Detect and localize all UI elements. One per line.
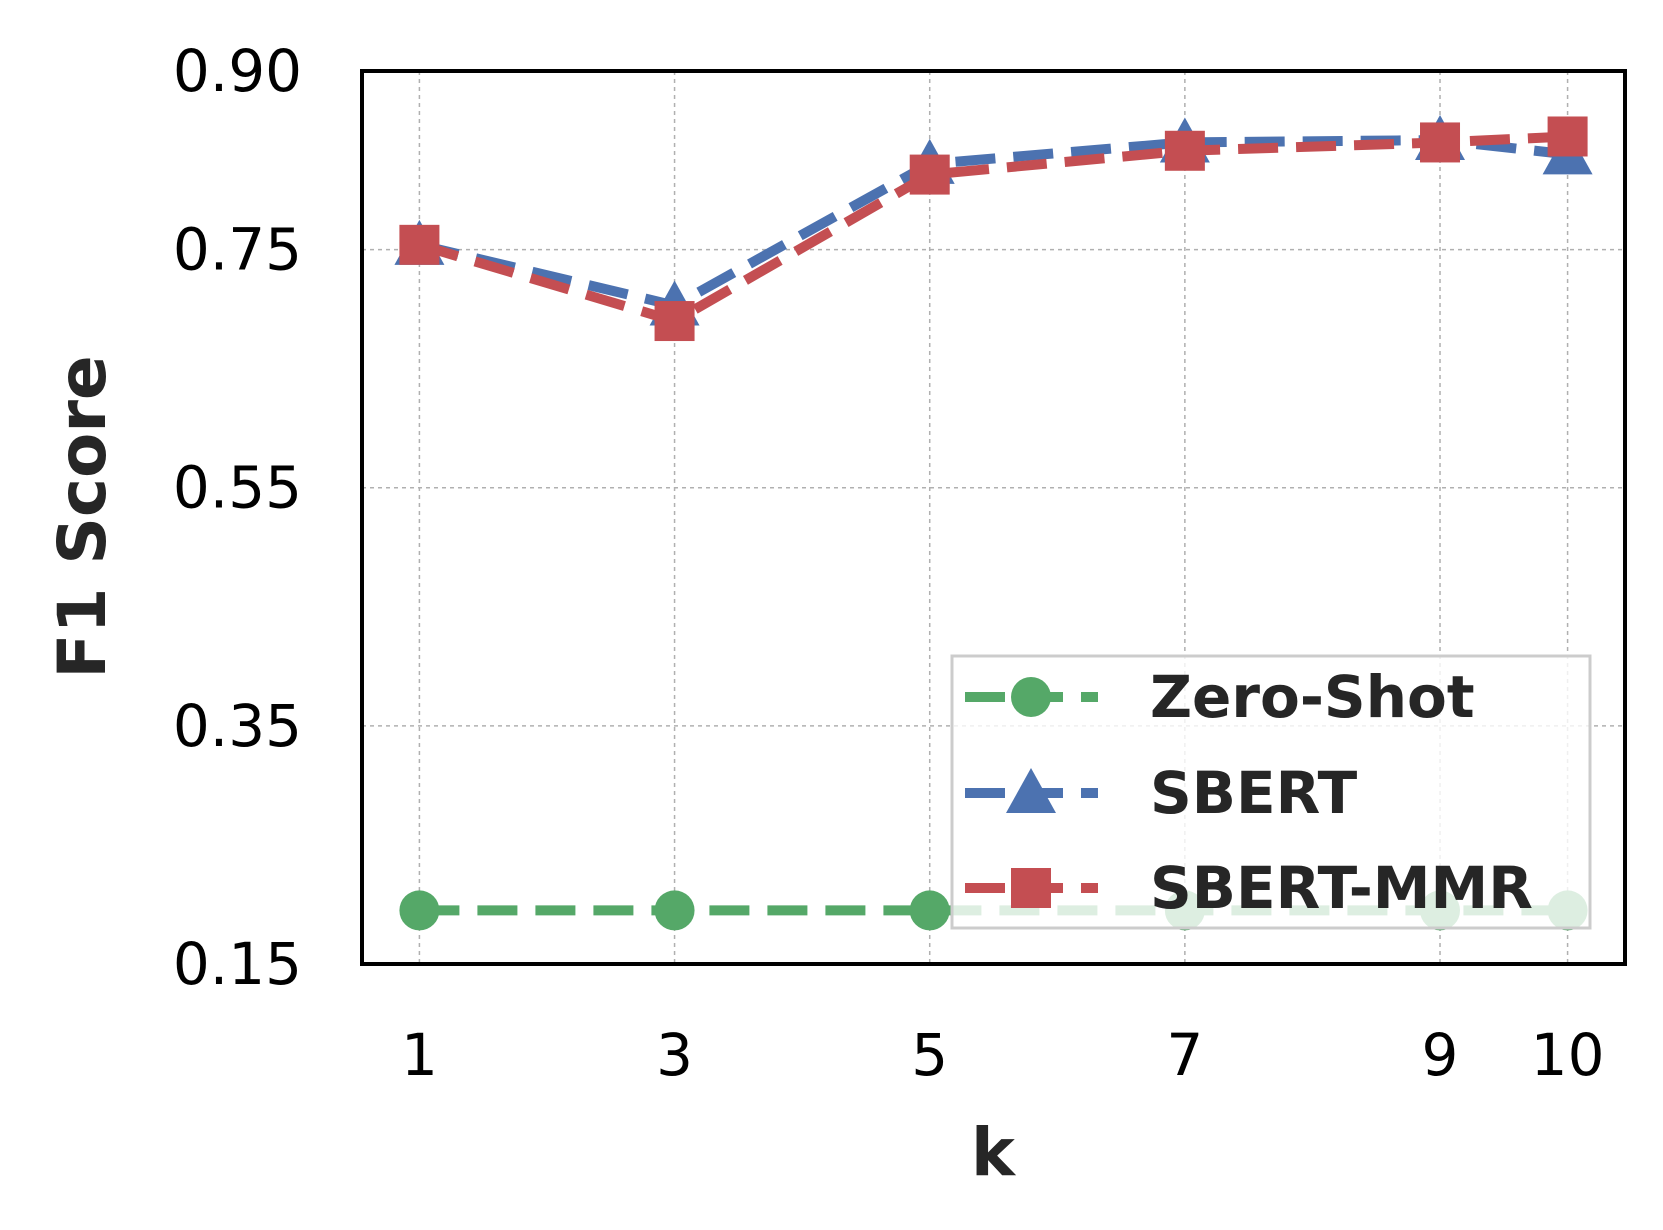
- zero-shot-point: [909, 890, 950, 931]
- sbert-mmr-point: [1164, 130, 1205, 171]
- sbert-mmr-point: [399, 224, 440, 265]
- zero-shot-point: [654, 890, 695, 931]
- x-axis-label: k: [971, 1114, 1017, 1191]
- sbert-mmr-point: [909, 154, 950, 195]
- sbert-mmr-point: [654, 301, 695, 342]
- x-tick-labels: 1 3 5 7 9 10: [401, 1021, 1605, 1089]
- y-axis-label: F1 Score: [44, 355, 121, 678]
- y-tick-label: 0.15: [173, 930, 302, 998]
- legend-marker-sbert-mmr: [1011, 868, 1051, 908]
- legend-marker-sbert: [1006, 768, 1056, 813]
- sbert-mmr-point: [1420, 122, 1461, 163]
- legend-label-sbert-mmr: SBERT-MMR: [1150, 854, 1533, 922]
- sbert-mmr-line: [417, 131, 1568, 327]
- y-tick-labels: 0.15 0.35 0.55 0.75 0.90: [173, 37, 302, 998]
- zero-shot-point: [399, 890, 440, 931]
- legend-label-zero-shot: Zero-Shot: [1150, 663, 1475, 731]
- legend-label-sbert: SBERT: [1150, 759, 1358, 827]
- plot-frame: [360, 69, 1627, 966]
- y-tick-label: 0.75: [173, 216, 302, 284]
- x-tick-label: 1: [401, 1021, 438, 1089]
- y-tick-label: 0.90: [173, 37, 302, 105]
- x-tick-label: 3: [656, 1021, 693, 1089]
- sbert-line: [418, 135, 1569, 311]
- x-tick-label: 5: [911, 1021, 948, 1089]
- legend: Zero-Shot SBERT SBERT-MMR: [950, 654, 1592, 930]
- y-tick-label: 0.55: [173, 454, 302, 522]
- x-tick-label: 7: [1166, 1021, 1203, 1089]
- x-tick-label: 9: [1422, 1021, 1459, 1089]
- sbert-mmr-point: [1547, 116, 1588, 157]
- y-tick-label: 0.35: [173, 692, 302, 760]
- legend-marker-zero-shot: [1011, 677, 1051, 717]
- x-tick-label: 10: [1531, 1021, 1605, 1089]
